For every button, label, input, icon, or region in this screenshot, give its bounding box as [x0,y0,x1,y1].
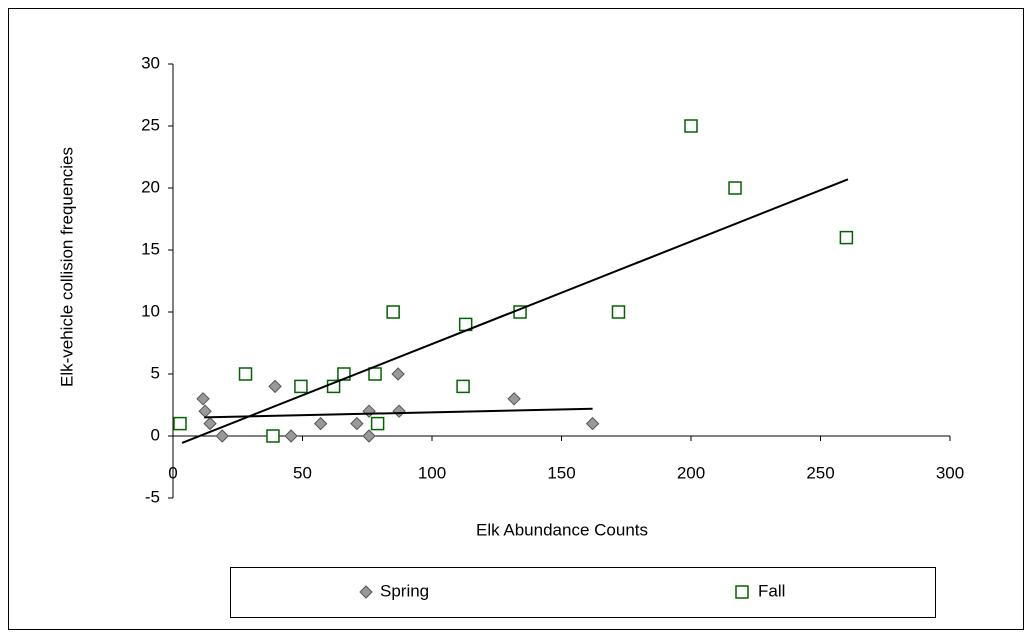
x-tick-label: 200 [677,463,705,482]
y-tick-label: 10 [141,301,160,320]
legend-label: Fall [758,581,785,600]
x-tick-label: 250 [806,463,834,482]
point [350,416,364,431]
point [368,367,382,381]
point [370,416,385,431]
point [392,404,406,418]
point [196,392,210,406]
x-tick-label: 0 [168,463,177,482]
point [507,392,521,406]
point [173,416,187,431]
point [215,429,229,443]
x-axis-label: Elk Abundance Counts [476,520,648,539]
x-tick-label: 50 [293,463,312,482]
y-tick-label: 25 [141,115,160,134]
point [284,429,298,443]
y-tick-label: -5 [145,487,160,506]
point [268,379,282,394]
chart-border [8,8,1024,630]
point [203,416,217,431]
trendline [204,407,593,419]
y-axis-label: Elk-vehicle collision frequencies [57,147,76,387]
point [238,367,253,381]
legend-label: Spring [380,581,429,600]
point [362,429,376,443]
x-tick-label: 300 [936,463,964,482]
point [386,305,400,319]
legend-marker [359,585,373,599]
x-tick-label: 150 [547,463,575,482]
point [728,181,742,195]
y-tick-label: 5 [151,363,160,382]
point [313,416,328,431]
trendline [181,178,849,444]
point [839,230,854,245]
y-tick-label: 30 [141,53,160,72]
y-tick-label: 15 [141,239,160,258]
legend [230,567,936,618]
point [585,416,600,431]
x-tick-label: 100 [418,463,446,482]
point [391,367,405,381]
point [266,429,280,443]
y-tick-label: 20 [141,177,160,196]
point [611,305,626,319]
legend-marker [735,585,749,599]
point [456,379,470,394]
point [294,379,308,394]
point [684,119,698,133]
y-tick-label: 0 [151,425,160,444]
